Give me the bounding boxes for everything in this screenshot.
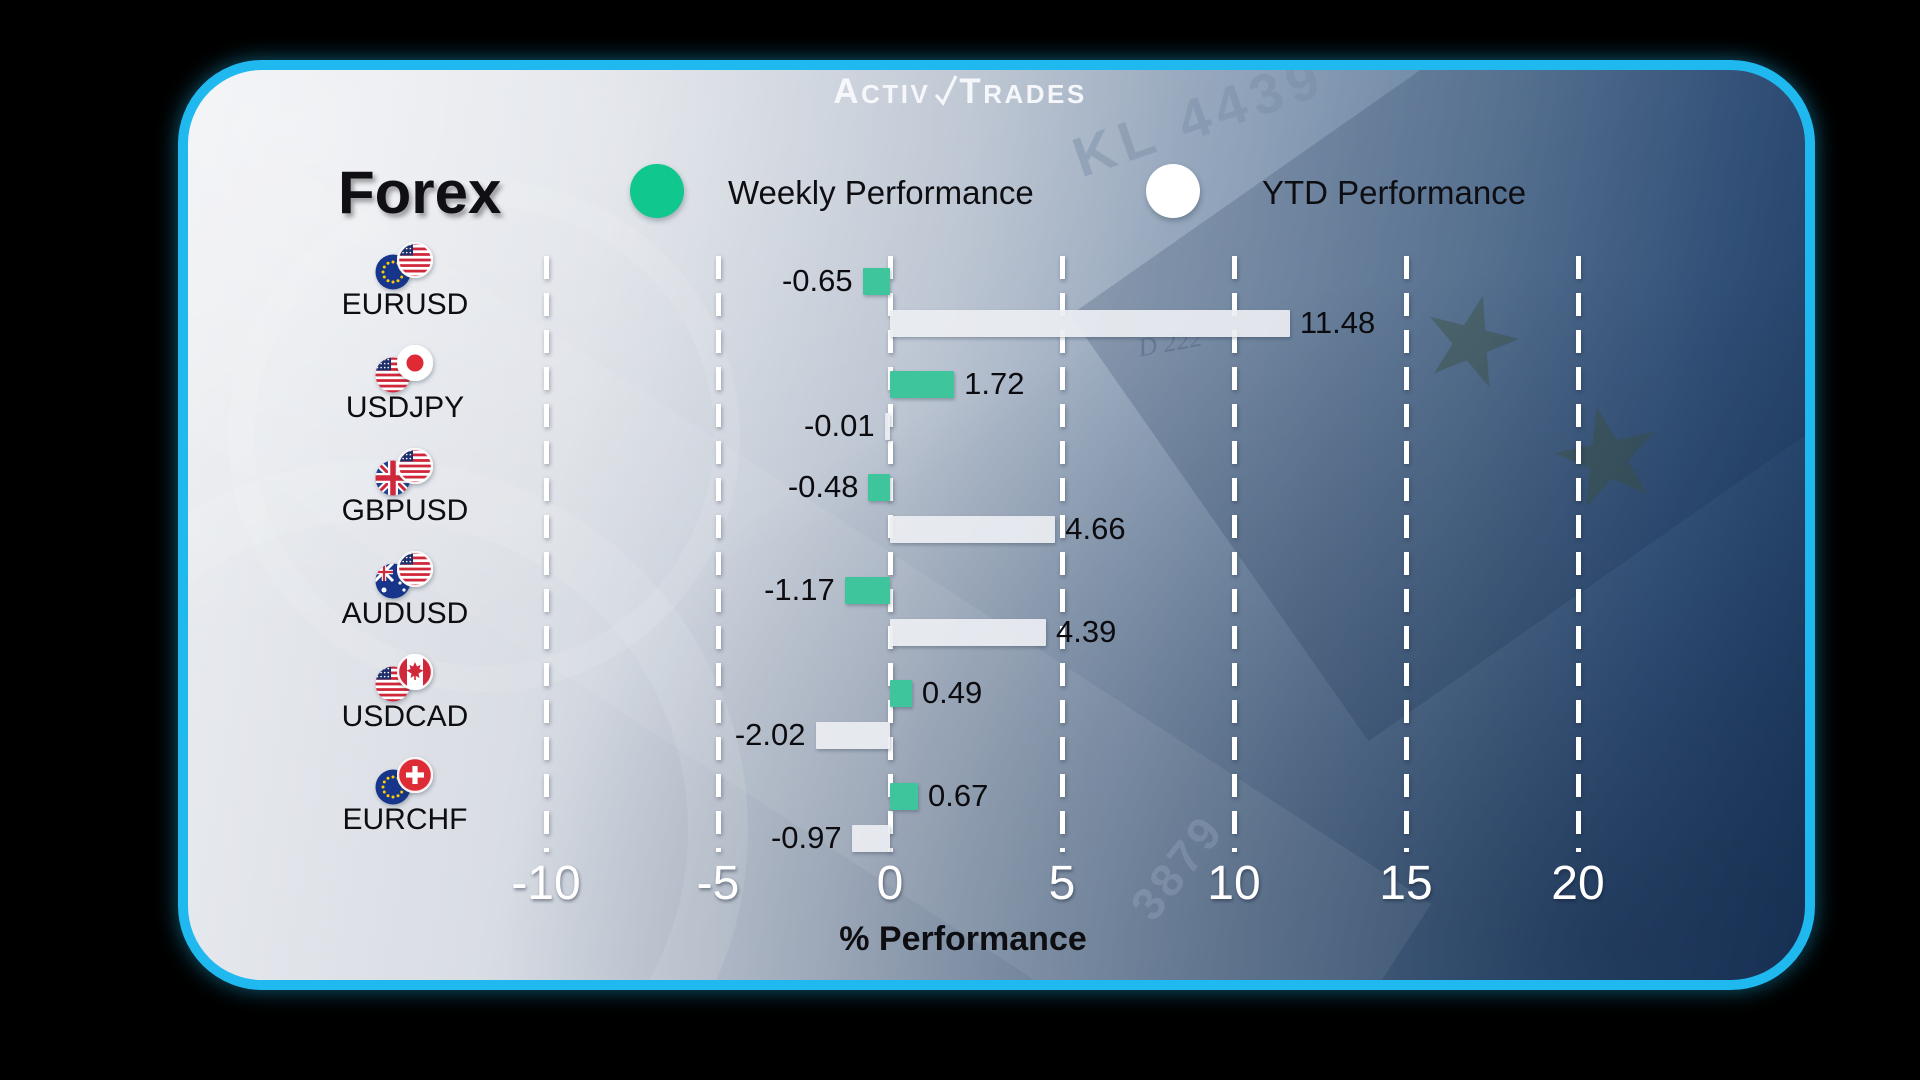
- legend-ytd-dot-icon: [1146, 164, 1200, 218]
- pair-flags-EURCHF: [375, 757, 433, 805]
- page-title: Forex: [338, 159, 502, 226]
- pair-flags-AUDUSD: [375, 551, 433, 599]
- bar-weekly-GBPUSD: [868, 473, 890, 501]
- gridline-20: [1575, 256, 1581, 852]
- value-label-weekly-USDJPY: 1.72: [964, 366, 1025, 401]
- gridline-5: [1059, 256, 1065, 852]
- axis-tick-label: 15: [1379, 857, 1433, 910]
- pair-flags-USDJPY: [375, 345, 433, 393]
- bar-ytd-USDCAD: [815, 721, 890, 749]
- flag-us-icon: [397, 551, 433, 587]
- bar-weekly-AUDUSD: [844, 576, 890, 604]
- bar-weekly-USDCAD: [890, 679, 912, 707]
- logo-check-icon: [935, 75, 958, 106]
- bar-ytd-AUDUSD: [890, 618, 1047, 646]
- axis-tick-label: -5: [696, 857, 740, 910]
- axis-tick-label: 20: [1551, 857, 1605, 910]
- value-label-ytd-USDJPY: -0.01: [803, 408, 875, 443]
- background-texture: KL 4439 D 222 3879 ★ ★: [188, 70, 1805, 980]
- pair-label-USDJPY: USDJPY: [345, 391, 465, 424]
- flag-us-icon: [397, 242, 433, 278]
- value-label-ytd-AUDUSD: 4.39: [1056, 614, 1117, 649]
- pair-label-GBPUSD: GBPUSD: [341, 494, 469, 527]
- bar-weekly-EURUSD: [862, 267, 890, 295]
- bar-ytd-GBPUSD: [890, 515, 1056, 543]
- bar-ytd-EURCHF: [851, 824, 890, 852]
- pair-label-EURCHF: EURCHF: [342, 803, 468, 836]
- value-label-ytd-EURUSD: 11.48: [1299, 305, 1376, 340]
- logo-text-trades: Trades: [959, 72, 1087, 111]
- pair-flags-USDCAD: [375, 654, 433, 702]
- pair-flags-EURUSD: [375, 242, 433, 290]
- bar-weekly-USDJPY: [890, 370, 955, 398]
- bar-weekly-EURCHF: [890, 782, 919, 810]
- pair-flags-GBPUSD: [375, 448, 433, 496]
- gridline-15: [1403, 256, 1409, 852]
- pair-label-AUDUSD: AUDUSD: [341, 597, 469, 630]
- flag-ch-icon: [397, 757, 433, 793]
- value-label-weekly-EURUSD: -0.65: [781, 263, 853, 298]
- gridline-10: [1231, 256, 1237, 852]
- flag-jp-icon: [397, 345, 433, 381]
- value-label-ytd-EURCHF: -0.97: [770, 820, 842, 855]
- flag-ca-icon: [397, 654, 433, 690]
- value-label-weekly-EURCHF: 0.67: [928, 778, 989, 813]
- pair-label-EURUSD: EURUSD: [341, 288, 469, 321]
- value-label-weekly-USDCAD: 0.49: [921, 675, 983, 710]
- bar-ytd-EURUSD: [890, 309, 1290, 337]
- value-label-ytd-GBPUSD: 4.66: [1065, 511, 1126, 546]
- gridline--10: [543, 256, 549, 852]
- value-label-weekly-GBPUSD: -0.48: [787, 469, 859, 504]
- pair-label-USDCAD: USDCAD: [341, 700, 469, 733]
- card-background: KL 4439 D 222 3879 ★ ★: [178, 60, 1815, 990]
- axis-tick-label: 5: [1048, 857, 1076, 910]
- value-label-weekly-AUDUSD: -1.17: [764, 572, 835, 607]
- gridline--5: [715, 256, 721, 852]
- value-label-ytd-USDCAD: -2.02: [734, 717, 806, 752]
- axis-tick-label: 10: [1207, 857, 1261, 910]
- flag-us-icon: [397, 448, 433, 484]
- activtrades-logo: Activ Trades: [0, 72, 1920, 112]
- logo-text-activ: Activ: [833, 72, 931, 111]
- legend-weekly-dot-icon: [630, 164, 684, 218]
- axis-tick-label: -10: [511, 857, 581, 910]
- x-axis-label: % Performance: [839, 920, 1087, 958]
- axis-tick-label: 0: [876, 857, 904, 910]
- legend-weekly-label: Weekly Performance: [728, 174, 1034, 211]
- legend-ytd-label: YTD Performance: [1262, 174, 1527, 211]
- bar-ytd-USDJPY: [884, 412, 890, 440]
- gridline-0: [887, 256, 893, 852]
